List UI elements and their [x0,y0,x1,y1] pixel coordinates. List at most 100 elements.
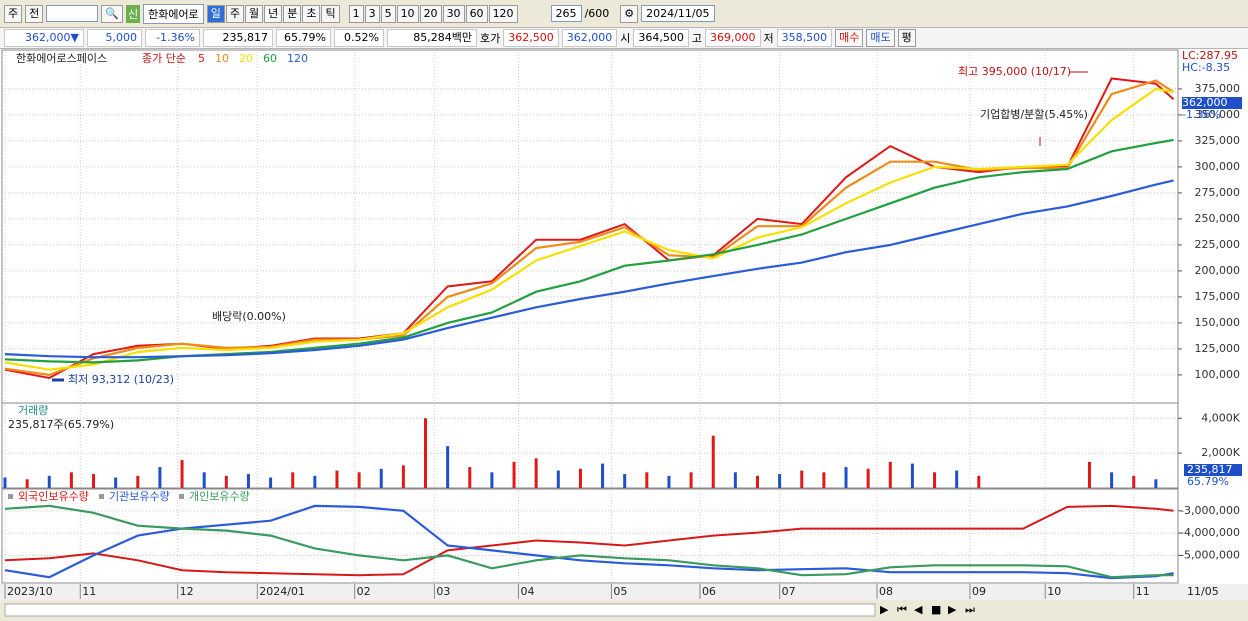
volume-bar [379,468,383,488]
count-input[interactable]: 265 [550,5,582,22]
volume-bar [623,474,627,488]
x-tick-label: 10 [1047,585,1061,598]
x-axis-bg [0,584,1248,600]
y-tick-label: 250,000 [1195,212,1241,225]
high: 369,000 [705,29,761,47]
price-tag [1182,97,1242,109]
legend-entry: 개인보유수량 [189,490,250,503]
turnover: 0.52% [334,29,384,47]
nav-icon: ◀ [914,603,923,616]
volume-bar [158,467,162,488]
interval-button[interactable]: 1 [348,4,364,23]
period-button[interactable]: 일 [206,4,225,23]
annotation: 최고 395,000 (10/17) [958,65,1071,78]
right-label: 362,000 [1182,96,1228,109]
y-tick-label: 325,000 [1195,134,1241,147]
volume-bar [977,475,981,488]
volume-bar [202,472,206,488]
interval-button[interactable]: 10 [396,4,419,23]
volume-bar [357,472,361,488]
period-button[interactable]: 월 [244,4,264,23]
nav-icon: ⏮ [897,603,907,616]
x-tick-label: 11 [1136,585,1150,598]
annotation: 기업합병/분할(5.45%) [980,108,1088,121]
avg-button[interactable]: 평 [897,29,916,47]
right-label: -1.36% [1182,108,1221,121]
right-label: 65.79% [1187,475,1229,488]
y-tick-label: 125,000 [1195,342,1241,355]
period-button[interactable]: 틱 [321,4,340,23]
legend-swatch [99,494,104,499]
x-tick-label: 2024/01 [259,585,305,598]
period-button[interactable]: 분 [283,4,302,23]
x-tick-label: 12 [180,585,194,598]
volume-bar [711,435,715,488]
volume-bar [269,477,273,488]
high-label: 고 [691,32,702,45]
volume-bar [1154,479,1158,488]
x-tick-label: 06 [702,585,716,598]
buy-button[interactable]: 매수 [835,29,864,47]
y-tick-label: 375,000 [1195,82,1241,95]
volume-bar [468,467,472,488]
volume-bar [910,463,914,488]
x-tick-label: 03 [436,585,450,598]
code-input[interactable]: 012450 [46,5,99,22]
interval-button[interactable]: 30 [442,4,465,23]
volume-bar [180,460,184,488]
interval-button[interactable]: 3 [364,4,380,23]
interval-button[interactable]: 120 [488,4,518,23]
volume-bar [246,474,250,488]
low: 358,500 [776,29,833,47]
open: 364,500 [633,29,689,47]
interval-button[interactable]: 20 [419,4,442,23]
price-tag [1184,464,1242,476]
volume-bar [1132,475,1136,488]
series-line [4,504,1174,577]
y-tick-label: 2,000K [1201,446,1240,459]
volume-bar [1087,461,1091,488]
volume-bar [3,477,7,488]
volume-bar [667,475,671,488]
market-select[interactable]: 주 [4,4,23,23]
search[interactable]: 🔍 [101,4,123,23]
legend-entry: 60 [263,52,277,65]
volume-bar [401,465,405,488]
volume-bar [645,472,649,488]
sell-button[interactable]: 매도 [866,29,895,47]
period-button[interactable]: 초 [302,4,321,23]
volume-bar [313,475,317,488]
info-bar: 362,000▼ 5,000 -1.36% 235,817 65.79% 0.5… [0,28,1248,49]
legend-entry: 10 [215,52,229,65]
volume-bar [490,472,494,488]
nav-icon: ■ [931,603,941,616]
badge: 신 [125,4,141,23]
right-label: 235,817 [1187,463,1233,476]
y-tick-label: -5,000,000 [1180,548,1240,561]
panel-title: 거래량 [18,404,48,417]
tool[interactable]: ⚙ [620,4,639,23]
volume-bar [446,446,450,488]
interval-button[interactable]: 5 [380,4,396,23]
volume-bar [136,475,140,488]
y-tick-label: 150,000 [1195,316,1241,329]
volume-bar [601,463,605,488]
series-line [4,504,1174,579]
interval-button[interactable]: 60 [465,4,488,23]
right-label: HC:-8.35 [1182,61,1230,74]
nav-icon: ⏭ [965,603,975,616]
price: 362,000▼ [4,29,84,47]
date-input[interactable]: 2024/11/05 [641,5,715,22]
x-tick-label: 05 [613,585,627,598]
volume-bar [578,468,582,488]
stock-name: 한화에어로 [143,3,204,24]
period-button[interactable]: 주 [225,4,244,23]
period-button[interactable]: 년 [264,4,283,23]
scope-select[interactable]: 전 [25,4,44,23]
x-tick-label: 2023/10 [7,585,53,598]
volume-bar [224,475,228,488]
y-tick-label: 4,000K [1201,411,1240,424]
scroll-track [4,603,876,617]
volume-bar [512,461,516,488]
annotation: 배당락(0.00%) [212,310,286,323]
